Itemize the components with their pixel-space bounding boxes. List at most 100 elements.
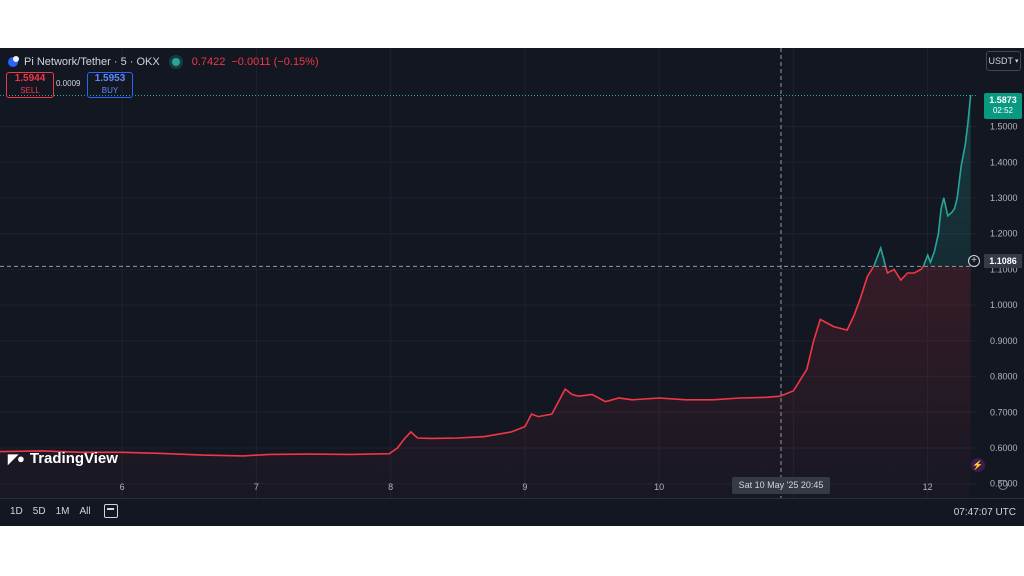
pi-network-logo-icon	[8, 56, 19, 67]
symbol-title[interactable]: Pi Network/Tether · 5 · OKX	[24, 56, 160, 68]
data-point	[933, 251, 936, 253]
buy-price: 1.5953	[94, 73, 126, 84]
utc-clock[interactable]: 07:47:07 UTC	[953, 507, 1016, 518]
data-point	[531, 413, 533, 415]
data-point	[510, 431, 513, 433]
sell-label: SELL	[20, 86, 40, 95]
data-point	[937, 233, 940, 235]
gear-icon[interactable]	[998, 480, 1008, 490]
calendar-icon[interactable]	[104, 504, 118, 518]
data-point	[121, 451, 123, 453]
data-point	[967, 122, 969, 124]
line-segment-below	[0, 266, 925, 457]
data-point	[618, 397, 620, 399]
range-all[interactable]: All	[79, 506, 91, 517]
data-point	[873, 265, 875, 267]
data-point	[799, 379, 801, 381]
data-point	[604, 401, 607, 403]
data-point	[853, 315, 855, 317]
flash-icon[interactable]: ⚡	[971, 458, 985, 472]
data-point	[396, 447, 398, 449]
data-point	[779, 395, 781, 397]
data-point	[833, 326, 835, 328]
data-point	[410, 431, 412, 433]
data-point	[457, 437, 459, 439]
area-below-baseline	[0, 266, 971, 498]
y-tick-label: 1.4000	[990, 157, 1018, 167]
data-point	[41, 450, 43, 452]
tradingview-logo[interactable]: ◤● TradingView	[8, 450, 118, 467]
data-point	[551, 413, 553, 415]
data-point	[906, 272, 909, 274]
brand-name: TradingView	[29, 450, 118, 467]
data-point	[956, 197, 958, 199]
crosshair-time-label: Sat 10 May '25 20:45	[732, 477, 830, 494]
price-chart[interactable]: 0.50000.60000.70000.80000.90001.00001.10…	[0, 48, 1024, 526]
range-buttons: 1D 5D 1M All	[10, 506, 91, 517]
x-tick-label: 12	[923, 482, 933, 492]
bottom-toolbar: 1D 5D 1M All 07:47:07 UTC	[0, 498, 1024, 526]
data-point	[929, 261, 932, 263]
data-point	[81, 451, 83, 453]
data-point	[960, 165, 962, 167]
currency-selector[interactable]: USDT ▾	[986, 51, 1021, 71]
data-point	[242, 455, 244, 457]
data-point	[578, 395, 580, 397]
last-price: 0.7422	[191, 56, 226, 68]
data-point	[766, 396, 768, 398]
sell-button[interactable]: 1.5944 SELL	[6, 72, 54, 98]
data-point	[0, 451, 1, 453]
data-point	[940, 208, 942, 210]
buy-button[interactable]: 1.5953 BUY	[87, 72, 133, 98]
data-point	[269, 453, 271, 455]
y-tick-label: 1.5000	[990, 122, 1018, 132]
live-dot-icon	[171, 58, 180, 66]
sell-price: 1.5944	[14, 73, 46, 84]
data-point	[923, 265, 925, 267]
data-point	[658, 397, 660, 399]
price-change: −0.0011 (−0.15%)	[231, 56, 319, 68]
data-point	[970, 94, 972, 97]
crosshair	[0, 48, 976, 498]
data-point	[947, 215, 949, 217]
data-point	[571, 393, 573, 395]
data-point	[564, 388, 566, 390]
y-tick-label: 1.0000	[990, 300, 1018, 310]
y-tick-label: 0.8000	[990, 372, 1018, 382]
range-1d[interactable]: 1D	[10, 506, 23, 517]
data-point	[826, 322, 828, 324]
data-point	[964, 143, 966, 145]
data-point	[484, 436, 486, 438]
y-tick-label: 1.1000	[990, 264, 1018, 274]
data-point	[161, 452, 163, 454]
y-tick-label: 1.2000	[990, 229, 1018, 239]
data-point	[792, 390, 795, 392]
data-point	[813, 340, 815, 342]
data-point	[524, 426, 526, 428]
data-point	[712, 399, 714, 401]
data-point	[859, 297, 862, 299]
data-point	[403, 438, 405, 440]
range-1m[interactable]: 1M	[55, 506, 70, 517]
bar-countdown: 02:52	[992, 106, 1014, 115]
x-tick-label: 10	[654, 482, 664, 492]
plus-circle-icon[interactable]: +	[968, 255, 980, 267]
data-point	[388, 453, 390, 455]
chart-window: 0.5000 0.6000 0.7000 0.8000 0.9000 1.0000 1.10…	[0, 48, 1024, 526]
data-point	[631, 399, 633, 401]
data-point	[880, 247, 882, 249]
range-5d[interactable]: 5D	[32, 506, 46, 517]
data-point	[920, 268, 922, 270]
currency-label: USDT	[988, 56, 1013, 66]
data-point	[416, 437, 419, 439]
data-point	[900, 279, 902, 281]
line-segment-above	[872, 95, 972, 267]
data-point	[685, 399, 687, 401]
data-point	[913, 272, 915, 274]
data-point	[953, 208, 956, 210]
y-tick-label: 0.6000	[990, 443, 1018, 453]
data-point	[819, 318, 821, 320]
crosshair-price-label: 1.1086	[984, 254, 1022, 268]
chart-header: Pi Network/Tether · 5 · OKX 0.7422 −0.00…	[8, 54, 319, 70]
x-tick-label: 9	[522, 482, 527, 492]
